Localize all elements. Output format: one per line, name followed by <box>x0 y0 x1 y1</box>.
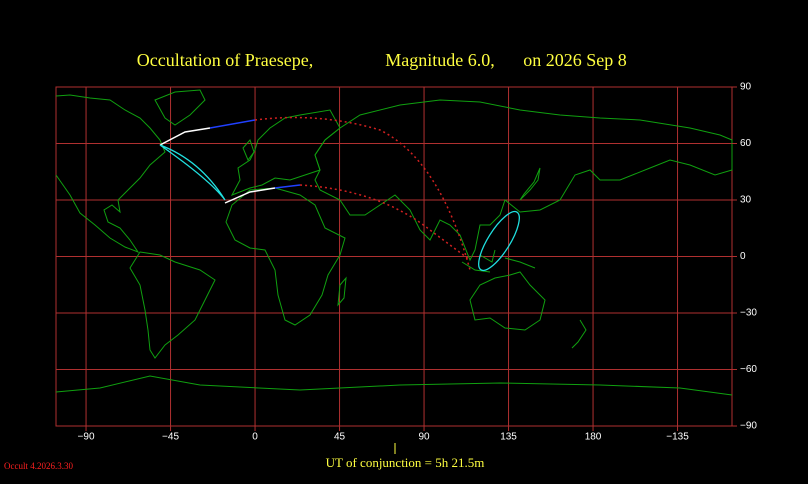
asia <box>314 99 733 262</box>
title-date: on 2026 Sep 8 <box>523 50 627 70</box>
madagascar <box>337 276 347 307</box>
path-white <box>224 187 276 204</box>
path-blue <box>274 184 301 189</box>
europe <box>230 109 341 196</box>
x-tick-label: −135 <box>666 432 689 443</box>
x-tick-label: −45 <box>162 432 179 443</box>
path-blue <box>209 119 256 129</box>
path-cyan <box>478 210 520 272</box>
x-tick-label: 180 <box>585 432 602 443</box>
britain <box>242 139 255 161</box>
africa <box>225 187 346 326</box>
x-tick-label: 90 <box>418 432 430 443</box>
title-object: Occultation of Praesepe, <box>137 50 313 70</box>
x-tick-label: 45 <box>334 432 346 443</box>
version: Occult 4.2026.3.30 <box>4 461 73 471</box>
path-white <box>159 127 211 146</box>
path-cyan <box>159 144 226 201</box>
y-tick-label: 0 <box>740 251 746 262</box>
y-tick-label: −90 <box>740 421 757 432</box>
x-tick-label: 135 <box>500 432 517 443</box>
x-tick-label: 0 <box>252 432 258 443</box>
antarctica <box>55 375 733 396</box>
y-tick-label: −60 <box>740 364 757 375</box>
south-america <box>129 251 216 359</box>
north-america <box>55 94 166 254</box>
japan <box>519 167 541 201</box>
y-tick-label: 30 <box>740 195 752 206</box>
y-tick-label: −30 <box>740 308 757 319</box>
x-tick-label: −90 <box>78 432 95 443</box>
y-tick-label: 90 <box>740 82 752 93</box>
title-magnitude: Magnitude 6.0, <box>385 50 495 70</box>
coastlines <box>55 89 733 396</box>
occultation-paths <box>159 116 520 272</box>
footer: UT of conjunction = 5h 21.5m <box>326 455 485 470</box>
indonesia <box>461 249 536 273</box>
greenland <box>154 89 206 126</box>
y-tick-label: 60 <box>740 138 752 149</box>
path-red <box>254 116 471 271</box>
new-zealand <box>571 319 587 349</box>
australia <box>469 271 546 331</box>
